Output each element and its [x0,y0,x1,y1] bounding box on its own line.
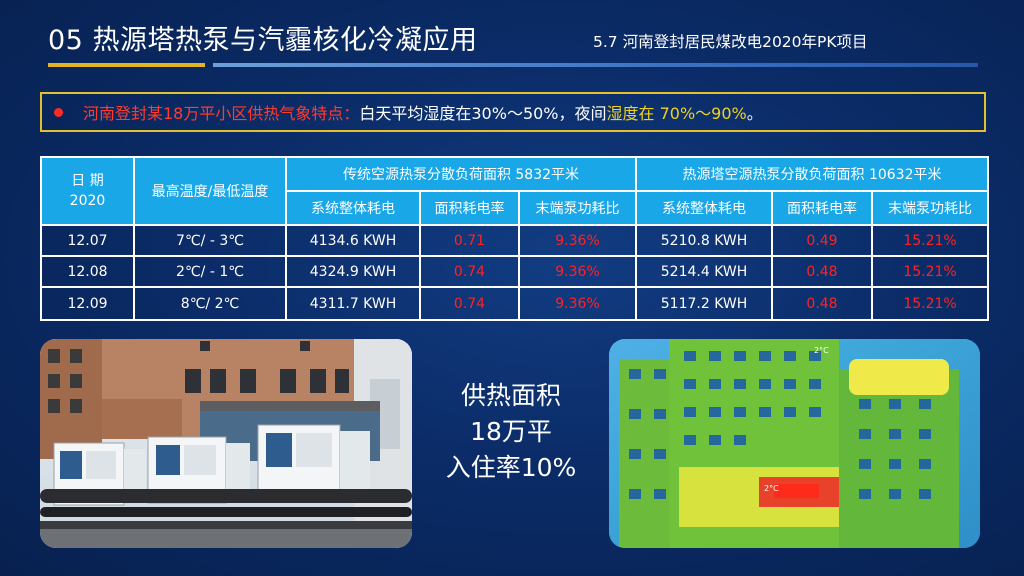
thermal-label-mid: 2°C [764,484,779,493]
date-header-label: 日 期 [71,173,104,189]
cell-g1-rate: 0.74 [419,255,520,288]
sub-header-g1-power: 系统整体耗电 [285,190,421,226]
page-title: 05 热源塔热泵与汽霾核化冷凝应用 [48,25,478,56]
climate-note-label: 河南登封某18万平小区供热气象特点： [83,104,360,123]
cell-g1-rate: 0.74 [419,286,520,321]
summary-line-2: 18万平 [470,417,552,446]
cell-g2-rate: 0.49 [771,224,874,257]
table-row: 12.07 7℃/ - 3℃ 4134.6 KWH 0.71 9.36% 521… [40,224,990,257]
cell-temp: 8℃/ 2℃ [133,286,287,321]
cell-temp: 7℃/ - 3℃ [133,224,287,257]
bullet-dot-icon [54,107,63,117]
sub-header-g1-rate: 面积耗电率 [419,190,520,226]
summary-line-1: 供热面积 [460,381,561,410]
climate-note-night: 湿度在 70%～90% [606,104,747,123]
cell-g1-pump: 9.36% [517,255,638,288]
climate-note-end: 。 [746,104,763,123]
cell-g2-pump: 15.21% [871,224,990,257]
title-underline-gold [48,63,205,67]
thermal-image-illustration: 2°C 2°C [609,339,980,548]
date-header: 日 期 2020 [40,156,135,226]
cell-g1-rate: 0.71 [419,224,520,257]
cell-g1-pump: 9.36% [517,286,638,321]
page-subtitle: 5.7 河南登封居民煤改电2020年PK项目 [593,33,868,51]
summary-line-3: 入住率10% [445,453,577,482]
temp-header: 最高温度/最低温度 [133,156,287,226]
cell-g1-power: 4134.6 KWH [285,224,421,257]
group1-header: 传统空源热泵分散负荷面积 5832平米 [284,156,638,192]
cell-g1-pump: 9.36% [517,224,638,257]
cell-temp: 2℃/ - 1℃ [133,255,287,288]
climate-note-day: 白天平均湿度在30%～50%，夜间 [359,104,607,123]
table-row: 12.09 8℃/ 2℃ 4311.7 KWH 0.74 9.36% 5117.… [40,286,990,321]
cell-g2-pump: 15.21% [871,286,990,321]
climate-note-box: 河南登封某18万平小区供热气象特点： 白天平均湿度在30%～50%，夜间 湿度在… [40,92,986,132]
cell-g2-power: 5210.8 KWH [635,224,774,257]
heating-area-summary: 供热面积 18万平 入住率10% [414,378,608,486]
cell-date: 12.08 [40,255,135,288]
cell-g2-power: 5214.4 KWH [635,255,774,288]
sub-header-g2-pump: 末端泵功耗比 [871,190,990,226]
cell-g2-power: 5117.2 KWH [635,286,774,321]
cell-g2-rate: 0.48 [771,255,874,288]
cell-g2-rate: 0.48 [771,286,874,321]
sub-header-g1-pump: 末端泵功耗比 [517,190,638,226]
cell-date: 12.09 [40,286,135,321]
title-underline-blue [213,63,978,67]
cell-date: 12.07 [40,224,135,257]
cell-g1-power: 4324.9 KWH [285,255,421,288]
group2-header: 热源塔空源热泵分散负荷面积 10632平米 [635,156,990,192]
cell-g2-pump: 15.21% [871,255,990,288]
sub-header-g2-power: 系统整体耗电 [635,190,774,226]
heat-pump-photo-illustration [40,339,412,548]
sub-header-g2-rate: 面积耗电率 [771,190,874,226]
thermal-label-top: 2°C [814,346,829,355]
thermal-image: 2°C 2°C [609,339,980,548]
cell-g1-power: 4311.7 KWH [285,286,421,321]
energy-comparison-table: 日 期 2020 最高温度/最低温度 传统空源热泵分散负荷面积 5832平米 热… [40,156,990,321]
heat-pump-photo [40,339,412,548]
date-header-year: 2020 [69,193,106,209]
table-row: 12.08 2℃/ - 1℃ 4324.9 KWH 0.74 9.36% 521… [40,255,990,288]
